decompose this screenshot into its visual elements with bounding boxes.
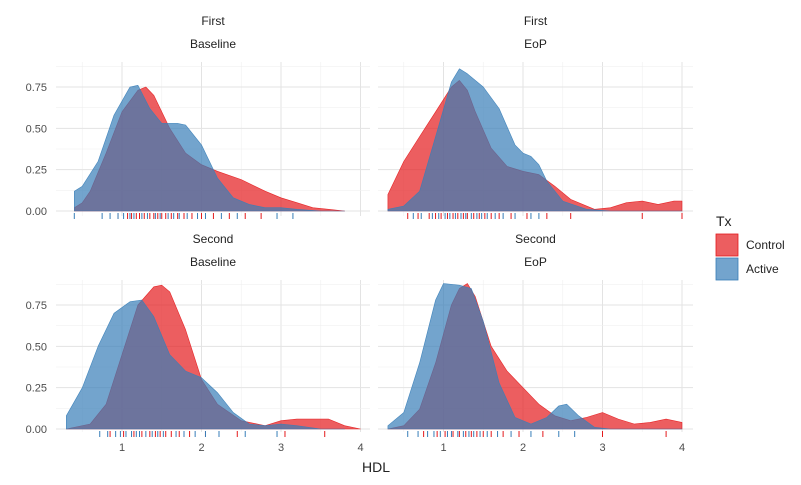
strip-label-top: First bbox=[524, 14, 548, 28]
strip-label-bottom: EoP bbox=[524, 255, 547, 269]
x-tick-label: 2 bbox=[198, 442, 204, 454]
y-tick-label: 0.25 bbox=[26, 383, 47, 395]
y-tick-label: 0.75 bbox=[26, 82, 47, 94]
y-tick-label: 0.25 bbox=[26, 165, 47, 177]
legend-label-active: Active bbox=[746, 262, 779, 276]
legend-entries: Control Active bbox=[715, 233, 785, 281]
strip-label-bottom: EoP bbox=[524, 37, 547, 51]
x-tick-label: 1 bbox=[440, 442, 446, 454]
strip-label-top: Second bbox=[515, 232, 556, 246]
legend-key-active bbox=[715, 257, 739, 281]
x-axis-label: HDL bbox=[362, 459, 390, 475]
legend-title: Tx bbox=[716, 213, 732, 229]
legend-label-control: Control bbox=[746, 238, 785, 252]
density-area-active bbox=[387, 68, 683, 212]
y-tick-label: 0.50 bbox=[26, 341, 47, 353]
facet-panel: Second Baseline 0.00 0.25 0.50 0.75 1 2 3 4 bbox=[26, 232, 370, 454]
density-area-active bbox=[387, 283, 683, 430]
y-tick-label: 0.50 bbox=[26, 123, 47, 135]
x-tick-label: 4 bbox=[357, 442, 363, 454]
density-area-active bbox=[74, 85, 345, 212]
strip-label-top: First bbox=[201, 14, 225, 28]
panels-layer: FirstBaseline0.000.250.500.75FirstEoPSec… bbox=[26, 14, 693, 454]
strip-label-bottom: Baseline bbox=[190, 37, 236, 51]
facet-panel: Second EoP 1 2 3 4 bbox=[378, 232, 693, 454]
y-tick-label: 0.00 bbox=[26, 424, 47, 436]
strip-label-top: Second bbox=[193, 232, 234, 246]
y-tick-label: 0.75 bbox=[26, 300, 47, 312]
x-tick-label: 4 bbox=[679, 442, 685, 454]
strip-label-bottom: Baseline bbox=[190, 255, 236, 269]
y-tick-label: 0.00 bbox=[26, 206, 47, 218]
x-tick-label: 3 bbox=[599, 442, 605, 454]
legend-key-control bbox=[715, 233, 739, 257]
x-tick-label: 2 bbox=[520, 442, 526, 454]
facet-panel: First EoP bbox=[378, 14, 693, 219]
density-area-active bbox=[66, 299, 345, 430]
x-tick-label: 1 bbox=[119, 442, 125, 454]
facet-panel: First Baseline 0.00 0.25 0.50 0.75 bbox=[26, 14, 370, 219]
x-tick-label: 3 bbox=[278, 442, 284, 454]
legend: Tx Control Active bbox=[715, 213, 785, 281]
